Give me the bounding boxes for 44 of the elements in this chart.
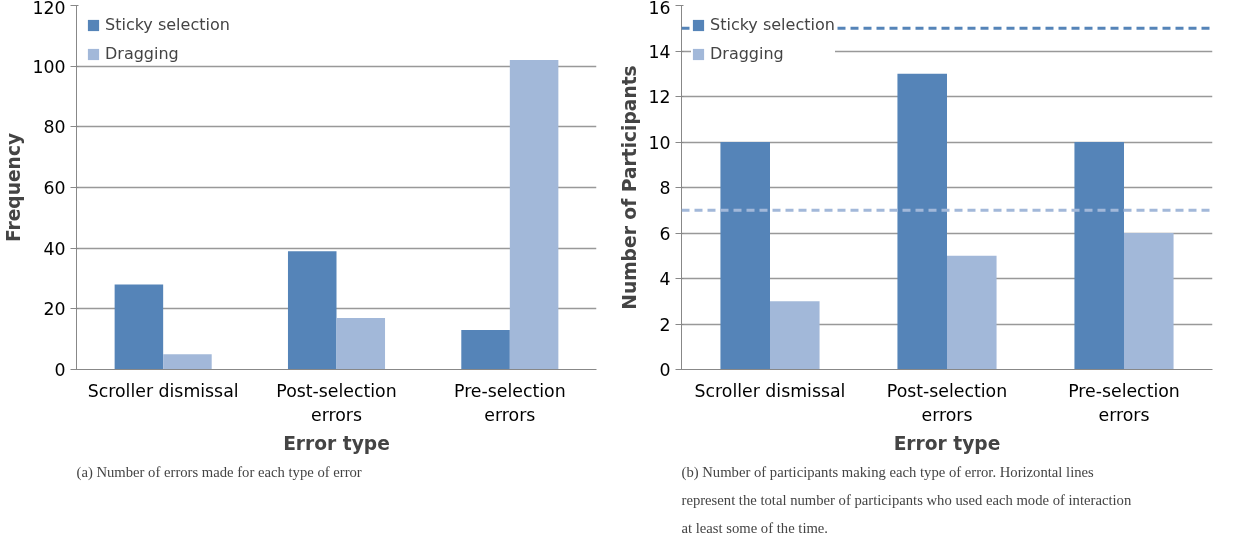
bar [114,284,164,370]
text: (b) Number of participants making each type of error. Horizontal lines represent the total number of participants who used each mode of interaction at least some of the time. [681,463,1132,536]
bar [461,330,510,370]
y-tick-label: 40 [43,238,66,259]
y-tick-label: 2 [659,314,671,335]
y-tick-label: 8 [659,178,671,198]
text: (a) Number of errors made for each type of error [76,463,362,481]
bar [1074,142,1124,370]
y-axis-title: Number of Participants [619,65,641,310]
legend-label: Sticky selection [105,15,230,34]
x-axis-title: Error type [283,432,390,454]
bar [720,142,770,370]
bar [770,301,820,370]
x-axis-title: Error type [893,432,1001,454]
x-tick-label: Post-selection errors [886,380,1008,425]
x-tick-label: Scroller dismissal [87,380,239,401]
y-tick-label: 14 [648,41,671,62]
bar [1124,233,1174,370]
bar [509,60,559,370]
bar [163,354,212,370]
legend-label: Sticky selection [710,15,835,34]
y-tick-label: 0 [659,360,671,380]
x-tick-label: Pre-selection errors [453,380,566,425]
y-tick-label: 100 [32,56,66,77]
bar [336,317,386,370]
y-tick-label: 10 [648,132,671,153]
legend-label: Dragging [710,44,784,63]
bar [287,251,337,370]
x-tick-label: Scroller dismissal [694,380,846,401]
y-tick-label: 20 [43,299,66,320]
legend-label: Dragging [105,44,179,63]
y-axis-title: Frequency [3,132,25,243]
y-tick-label: 0 [54,360,66,380]
x-tick-label: Post-selection errors [276,380,397,425]
y-tick-label: 60 [43,178,66,198]
y-tick-label: 6 [659,223,671,244]
y-tick-label: 4 [659,269,671,289]
y-tick-label: 12 [648,87,671,107]
y-tick-label: 80 [43,117,66,138]
bar [947,255,997,370]
bar [897,73,947,370]
y-tick-label: 120 [32,0,66,18]
x-tick-label: Pre-selection errors [1068,380,1180,425]
y-tick-label: 16 [648,0,671,18]
